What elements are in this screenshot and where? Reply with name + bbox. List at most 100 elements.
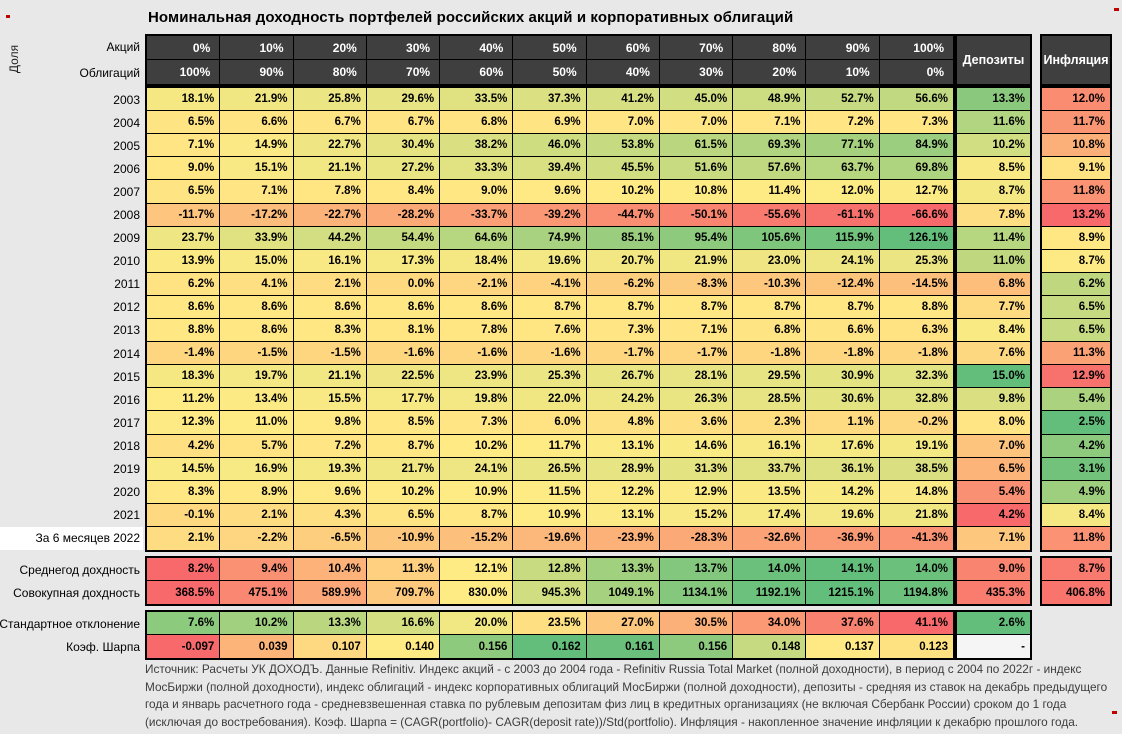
summary-cell: 368.5%: [147, 581, 221, 604]
deposit-cell: 15.0%: [957, 365, 1030, 389]
red-artifact-mark: [1112, 711, 1117, 714]
portfolio-return-cell: 19.7%: [220, 365, 294, 389]
portfolio-return-cell: 6.8%: [733, 319, 807, 343]
portfolio-return-cell: 8.8%: [879, 295, 953, 319]
portfolio-return-cell: 23.9%: [440, 365, 514, 389]
portfolio-return-cell: 14.5%: [147, 457, 221, 481]
summary-row-label: Среднегод дохдность: [19, 562, 140, 577]
summary-cell: 1049.1%: [586, 581, 660, 604]
portfolio-return-cell: 126.1%: [879, 226, 953, 250]
deposit-cell: 7.1%: [957, 526, 1030, 550]
header-row-labels: Акций Облигаций: [0, 34, 143, 86]
portfolio-return-cell: 45.0%: [659, 88, 734, 112]
portfolio-return-cell: 4.8%: [586, 411, 660, 435]
portfolio-return-cell: 24.1%: [806, 249, 880, 273]
inflation-cell: 10.8%: [1042, 134, 1110, 158]
portfolio-return-cell: 15.1%: [220, 157, 294, 181]
portfolio-return-cell: 77.1%: [806, 134, 880, 158]
portfolio-return-cell: 12.0%: [806, 180, 880, 204]
portfolio-return-cell: 13.1%: [586, 503, 660, 527]
portfolio-return-cell: 37.3%: [513, 88, 587, 112]
portfolio-return-cell: 85.1%: [586, 226, 660, 250]
share-header-cell: 100%: [879, 36, 953, 60]
portfolio-return-cell: 11.0%: [220, 411, 294, 435]
share-header-cell: 30%: [366, 36, 441, 60]
portfolio-return-cell: 6.7%: [366, 111, 441, 135]
portfolio-return-cell: 25.3%: [513, 365, 587, 389]
deposit-cell: 11.0%: [957, 249, 1030, 273]
portfolio-return-cell: 7.1%: [147, 134, 221, 158]
summary-deposit-cell: 435.3%: [957, 581, 1030, 604]
year-row-label: 2003: [113, 92, 140, 107]
portfolio-return-cell: 30.9%: [806, 365, 880, 389]
deposit-cell: 8.4%: [957, 319, 1030, 343]
deposit-cell: 8.0%: [957, 411, 1030, 435]
portfolio-return-cell: 10.2%: [366, 480, 441, 504]
summary-row-label: Стандартное отклонение: [0, 616, 140, 631]
portfolio-return-cell: 2.1%: [147, 526, 221, 550]
portfolio-return-cell: 74.9%: [513, 226, 587, 250]
summary-cell: 14.0%: [733, 558, 807, 581]
summary-cell: 27.0%: [586, 612, 660, 635]
share-header-cell: 10%: [220, 36, 294, 60]
portfolio-return-cell: 6.8%: [440, 111, 514, 135]
portfolio-return-cell: -32.6%: [733, 526, 807, 550]
summary2-row-labels: Стандартное отклонение Коэф. Шарпа: [0, 612, 143, 658]
portfolio-return-cell: 56.6%: [879, 88, 953, 112]
deposit-cell: 10.2%: [957, 134, 1030, 158]
portfolio-return-cell: -55.6%: [733, 203, 807, 227]
portfolio-return-cell: 14.8%: [879, 480, 953, 504]
portfolio-returns-block: 18.1% 21.9% 25.8% 29.6% 33.5% 37.3% 41.2% 45.0%…: [145, 86, 955, 552]
summary-cell: 475.1%: [220, 581, 294, 604]
portfolio-return-cell: 26.5%: [513, 457, 587, 481]
year-row-label: 2008: [113, 208, 140, 223]
summary-cell: 0.161: [586, 635, 660, 658]
portfolio-return-cell: 30.4%: [366, 134, 441, 158]
portfolio-return-cell: 21.7%: [366, 457, 441, 481]
share-header-cell: 0%: [879, 60, 953, 84]
portfolio-return-cell: 46.0%: [513, 134, 587, 158]
portfolio-return-cell: 19.8%: [440, 388, 514, 412]
red-artifact-mark: [1114, 8, 1119, 11]
portfolio-return-cell: 7.1%: [659, 319, 734, 343]
portfolio-return-cell: 13.1%: [586, 434, 660, 458]
portfolio-return-cell: 23.0%: [733, 249, 807, 273]
portfolio-return-cell: 7.6%: [513, 319, 587, 343]
year-row-label: 2005: [113, 138, 140, 153]
deposits-header-label: Депозиты: [957, 36, 1030, 84]
portfolio-return-cell: 3.6%: [659, 411, 734, 435]
year-row-label: 2017: [113, 415, 140, 430]
summary-cell: 30.5%: [659, 612, 734, 635]
summary-deposit-empty-cell: -: [957, 635, 1030, 658]
portfolio-return-cell: 10.9%: [513, 503, 587, 527]
deposit-cell: 6.5%: [957, 457, 1030, 481]
summary-cell: 1215.1%: [806, 581, 880, 604]
deposit-cell: 8.7%: [957, 180, 1030, 204]
portfolio-return-cell: 7.0%: [659, 111, 734, 135]
share-header-cell: 0%: [147, 36, 221, 60]
portfolio-return-cell: 44.2%: [293, 226, 367, 250]
portfolio-return-cell: 13.5%: [733, 480, 807, 504]
portfolio-return-cell: 17.4%: [733, 503, 807, 527]
portfolio-return-cell: 33.3%: [440, 157, 514, 181]
deposit-cell: 4.2%: [957, 503, 1030, 527]
year-row-labels: 2003 2004 2005 2006 2007 2008 2009 2010 2011 2012…: [0, 88, 143, 550]
summary-cell: 10.4%: [293, 558, 367, 581]
portfolio-return-cell: 8.5%: [366, 411, 441, 435]
summary-cell: 589.9%: [293, 581, 367, 604]
portfolio-return-cell: 28.5%: [733, 388, 807, 412]
portfolio-return-cell: 9.0%: [440, 180, 514, 204]
year-row-label: 2019: [113, 462, 140, 477]
portfolio-return-cell: 41.2%: [586, 88, 660, 112]
portfolio-return-cell: 19.1%: [879, 434, 953, 458]
summary-cell: 1194.8%: [879, 581, 953, 604]
portfolio-return-cell: 17.6%: [806, 434, 880, 458]
inflation-header-block: Инфляция: [1040, 34, 1112, 86]
summary1-block: 8.2% 9.4% 10.4% 11.3% 12.1% 12.8% 13.3% 13.7% 14…: [145, 556, 955, 606]
deposit-cell: 11.4%: [957, 226, 1030, 250]
portfolio-return-cell: 15.2%: [659, 503, 734, 527]
summary-deposit-cell: 9.0%: [957, 558, 1030, 581]
summary-inflation-cell: 406.8%: [1042, 581, 1110, 604]
portfolio-return-cell: 2.1%: [220, 503, 294, 527]
summary-cell: 16.6%: [366, 612, 441, 635]
